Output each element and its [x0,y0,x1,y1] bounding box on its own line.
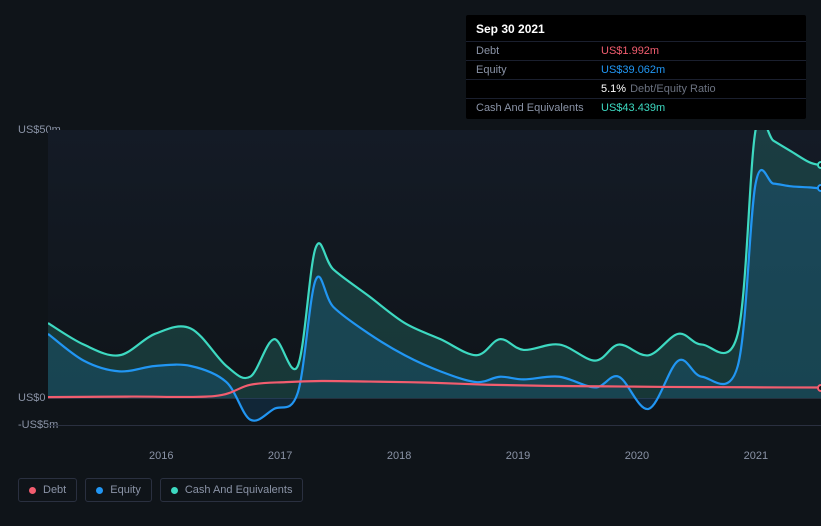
tooltip-panel: Sep 30 2021 DebtUS$1.992mEquityUS$39.062… [466,15,806,119]
tooltip-value: US$1.992m [601,45,659,57]
x-axis-label: 2020 [625,450,649,462]
tooltip-value: US$39.062m [601,64,665,76]
plot-area[interactable] [48,130,821,425]
tooltip-sub: Debt/Equity Ratio [630,83,716,95]
y-axis-label: US$0 [18,392,46,404]
tooltip-value: 5.1% [601,83,626,95]
tooltip-label: Cash And Equivalents [476,102,601,114]
chart-area: US$50mUS$0-US$5m [18,120,821,440]
tooltip-label [476,83,601,95]
tooltip-value: US$43.439m [601,102,665,114]
legend-label: Debt [43,484,66,496]
tooltip-label: Equity [476,64,601,76]
legend: Debt Equity Cash And Equivalents [18,478,303,502]
x-axis-label: 2019 [506,450,530,462]
legend-item[interactable]: Cash And Equivalents [160,478,304,502]
tooltip-date: Sep 30 2021 [466,17,806,41]
tooltip-row: Cash And EquivalentsUS$43.439m [466,98,806,117]
legend-label: Cash And Equivalents [185,484,293,496]
tooltip-row: 5.1% Debt/Equity Ratio [466,79,806,98]
tooltip-row: EquityUS$39.062m [466,60,806,79]
legend-dot-icon [96,487,103,494]
x-axis-label: 2017 [268,450,292,462]
legend-item[interactable]: Debt [18,478,77,502]
legend-item[interactable]: Equity [85,478,152,502]
legend-dot-icon [29,487,36,494]
data-marker [817,184,821,192]
tooltip-row: DebtUS$1.992m [466,41,806,60]
x-axis-label: 2021 [744,450,768,462]
x-axis-label: 2018 [387,450,411,462]
x-axis-labels: 2016 2017 2018 2019 2020 2021 [48,450,821,470]
tooltip-label: Debt [476,45,601,57]
data-marker [817,384,821,392]
legend-dot-icon [171,487,178,494]
data-marker [817,161,821,169]
x-axis-label: 2016 [149,450,173,462]
legend-label: Equity [110,484,141,496]
gridline [48,425,821,426]
